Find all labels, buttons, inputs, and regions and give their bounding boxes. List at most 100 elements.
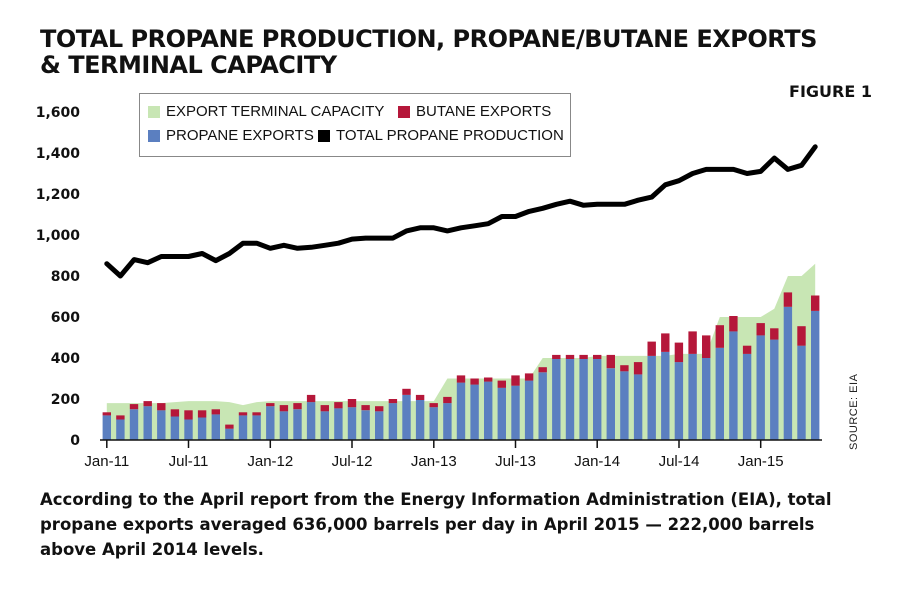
butane-bar bbox=[443, 396, 452, 404]
butane-bar bbox=[375, 406, 384, 412]
butane-bar bbox=[756, 323, 765, 336]
axes: 0 200 400 600 800 1,000 1,200 1,400 1,600 Jan-11 J… bbox=[36, 105, 822, 470]
propane-bar bbox=[456, 382, 466, 440]
butane-bar bbox=[688, 331, 697, 354]
propane-bar bbox=[306, 402, 316, 440]
butane-bar bbox=[524, 373, 534, 381]
butane-bar bbox=[102, 412, 111, 416]
butane-bar bbox=[129, 404, 139, 410]
y-tick-label: 1,600 bbox=[36, 105, 81, 121]
propane-bar bbox=[674, 362, 684, 440]
butane-bar bbox=[320, 405, 329, 412]
propane-bar bbox=[347, 407, 357, 440]
propane-bar bbox=[443, 403, 452, 440]
legend-label-production: TOTAL PROPANE PRODUCTION bbox=[336, 127, 564, 144]
butane-bar bbox=[579, 354, 588, 359]
x-tick-label: Jul-14 bbox=[659, 453, 700, 470]
butane-bar bbox=[402, 388, 411, 395]
y-tick-label: 1,400 bbox=[36, 146, 81, 162]
butane-bar bbox=[702, 335, 711, 358]
propane-bar bbox=[415, 400, 425, 440]
butane-bar bbox=[797, 326, 806, 346]
butane-bar bbox=[361, 405, 370, 411]
butane-bar bbox=[334, 402, 343, 409]
butane-bar bbox=[674, 342, 684, 363]
bars-layer bbox=[102, 292, 820, 441]
production-line bbox=[104, 144, 818, 279]
propane-bar bbox=[783, 306, 793, 441]
propane-bar bbox=[497, 387, 506, 440]
butane-bar bbox=[211, 409, 220, 415]
propane-bar bbox=[184, 419, 193, 440]
propane-bar bbox=[633, 374, 643, 440]
propane-bar bbox=[593, 359, 602, 440]
butane-bar bbox=[729, 316, 738, 332]
propane-bar bbox=[143, 406, 152, 440]
butane-bar bbox=[415, 394, 425, 400]
butane-bar bbox=[538, 367, 547, 373]
propane-bar bbox=[293, 409, 302, 441]
propane-bar bbox=[238, 415, 248, 440]
butane-bar bbox=[170, 409, 180, 417]
butane-bar bbox=[770, 328, 779, 340]
propane-bar bbox=[647, 355, 656, 440]
legend: EXPORT TERMINAL CAPACITY BUTANE EXPORTS … bbox=[139, 93, 571, 157]
propane-bar bbox=[334, 408, 343, 440]
propane-bar bbox=[484, 381, 493, 440]
propane-bar bbox=[756, 335, 765, 440]
butane-bar bbox=[565, 354, 575, 359]
caption: According to the April report from the E… bbox=[40, 490, 832, 559]
propane-bar bbox=[797, 345, 806, 440]
propane-bar bbox=[538, 372, 547, 440]
butane-bar bbox=[620, 365, 629, 372]
propane-bar bbox=[320, 411, 329, 440]
propane-bar bbox=[770, 339, 779, 440]
butane-bar bbox=[306, 394, 316, 403]
butane-bar bbox=[238, 412, 248, 416]
legend-swatch-butane bbox=[398, 105, 410, 118]
x-tick-label: Jan-12 bbox=[247, 453, 293, 470]
propane-bar bbox=[388, 403, 398, 440]
propane-bar bbox=[211, 414, 220, 440]
butane-bar bbox=[552, 354, 561, 359]
propane-bar bbox=[157, 410, 166, 440]
butane-bar bbox=[593, 354, 602, 359]
propane-bar bbox=[375, 411, 384, 440]
propane-bar bbox=[620, 371, 629, 440]
butane-bar bbox=[157, 403, 166, 411]
x-tick-label: Jan-13 bbox=[411, 453, 457, 470]
butane-bar bbox=[184, 410, 193, 420]
legend-swatch-production bbox=[318, 129, 330, 142]
propane-bar bbox=[702, 358, 711, 440]
butane-bar bbox=[715, 325, 724, 348]
propane-bar bbox=[429, 407, 438, 440]
butane-bar bbox=[279, 405, 289, 412]
legend-item-butane: BUTANE EXPORTS bbox=[398, 103, 551, 120]
butane-bar bbox=[252, 412, 261, 416]
propane-bar bbox=[252, 415, 261, 440]
x-tick-label: Jan-11 bbox=[84, 453, 129, 470]
legend-item-capacity: EXPORT TERMINAL CAPACITY bbox=[148, 103, 384, 120]
propane-bar bbox=[402, 394, 411, 440]
butane-bar bbox=[783, 292, 793, 307]
butane-bar bbox=[742, 345, 752, 354]
production-line-layer bbox=[104, 144, 818, 279]
propane-bar bbox=[552, 359, 561, 440]
y-tick-label: 0 bbox=[70, 433, 80, 449]
y-tick-label: 200 bbox=[51, 392, 80, 408]
propane-bar bbox=[511, 385, 520, 440]
butane-bar bbox=[197, 410, 207, 418]
propane-bar bbox=[811, 310, 820, 440]
y-tick-label: 600 bbox=[51, 310, 80, 326]
propane-bar bbox=[742, 353, 752, 440]
butane-bar bbox=[511, 375, 520, 386]
propane-bar bbox=[579, 359, 588, 440]
propane-bar bbox=[524, 380, 534, 440]
y-tick-label: 1,200 bbox=[36, 187, 81, 203]
butane-bar bbox=[456, 375, 466, 383]
y-tick-label: 1,000 bbox=[36, 228, 81, 244]
propane-bar bbox=[688, 353, 697, 440]
y-tick-label: 400 bbox=[51, 351, 80, 367]
propane-bar bbox=[715, 347, 724, 441]
